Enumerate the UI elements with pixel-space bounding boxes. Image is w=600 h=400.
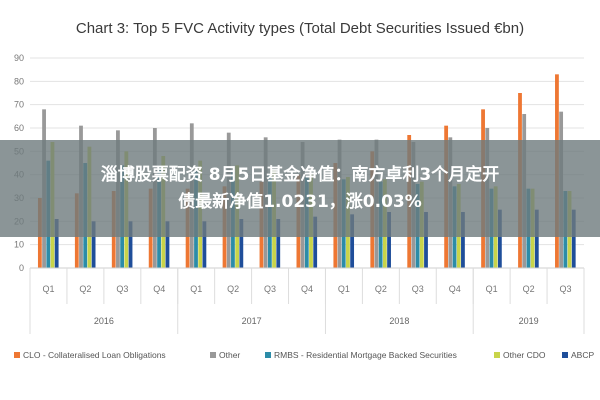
y-tick-label: 10 [14,240,24,250]
x-axis: Q1 Q2 Q3 Q4 Q1 Q2 Q3 Q4 Q1 Q2 Q3 Q4 Q1 Q2 Q3 2016 2017 20… [29,267,585,334]
year-label: 2018 [389,316,409,326]
x-tick-label: Q3 [116,284,128,294]
bar [497,209,502,268]
x-tick-label: Q2 [523,284,535,294]
legend-entry: Other CDO [503,350,546,360]
bar [534,209,539,268]
bar [571,209,576,268]
x-tick-label: Q3 [560,284,572,294]
y-tick-label: 80 [14,76,24,86]
x-tick-label: Q1 [338,284,350,294]
bar [461,212,465,268]
y-tick-label: 0 [19,263,24,273]
x-tick-label: Q3 [412,284,424,294]
y-tick-label: 70 [14,100,24,110]
news-overlay-banner[interactable]: 淄博股票配资 8月5日基金净值：南方卓利3个月定开 债最新净值1.0231，涨0… [0,140,600,237]
x-tick-label: Q1 [190,284,202,294]
bar [239,219,244,268]
legend: CLO - Collateralised Loan Obligations Oth… [14,350,594,360]
overlay-line-2: 债最新净值1.0231，涨0.03% [178,191,422,212]
bar [165,221,170,268]
bar [424,212,428,268]
bar [276,219,281,268]
bar [350,214,355,268]
legend-swatch [14,352,20,358]
x-tick-label: Q1 [486,284,498,294]
bar [313,216,318,268]
chart-title: Chart 3: Top 5 FVC Activity types (Total… [76,20,524,37]
bar [54,219,59,268]
bar [202,221,207,268]
overlay-line-1: 淄博股票配资 8月5日基金净值：南方卓利3个月定开 [100,164,500,185]
x-tick-label: Q4 [153,284,165,294]
x-tick-label: Q2 [375,284,387,294]
legend-swatch [210,352,216,358]
y-tick-label: 60 [14,123,24,133]
year-label: 2017 [242,316,262,326]
x-tick-label: Q2 [79,284,91,294]
bar [387,212,391,268]
x-tick-label: Q4 [301,284,313,294]
legend-entry: ABCP [571,350,594,360]
y-tick-label: 90 [14,53,24,63]
legend-entry: Other [219,350,240,360]
legend-swatch [562,352,568,358]
year-label: 2016 [94,316,114,326]
legend-entry: RMBS - Residential Mortgage Backed Secur… [274,350,457,360]
bar [128,221,133,268]
x-tick-label: Q4 [449,284,461,294]
legend-swatch [265,352,271,358]
legend-entry: CLO - Collateralised Loan Obligations [23,350,166,360]
x-tick-label: Q3 [264,284,276,294]
year-label: 2019 [519,316,539,326]
bar [91,221,96,268]
x-tick-label: Q2 [227,284,239,294]
x-tick-label: Q1 [42,284,54,294]
overlay-headline: 淄博股票配资 8月5日基金净值：南方卓利3个月定开 债最新净值1.0231，涨0… [0,162,600,216]
legend-swatch [494,352,500,358]
